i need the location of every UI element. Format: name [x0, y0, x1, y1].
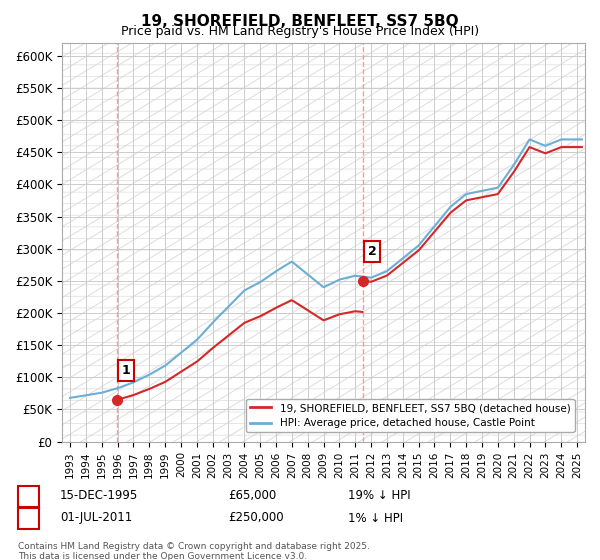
Text: 01-JUL-2011: 01-JUL-2011 [60, 511, 132, 525]
Text: £250,000: £250,000 [228, 511, 284, 525]
Text: 15-DEC-1995: 15-DEC-1995 [60, 489, 138, 502]
Text: 1: 1 [122, 364, 130, 377]
Text: 19, SHOREFIELD, BENFLEET, SS7 5BQ: 19, SHOREFIELD, BENFLEET, SS7 5BQ [141, 14, 459, 29]
Text: 2: 2 [368, 245, 377, 258]
Text: Contains HM Land Registry data © Crown copyright and database right 2025.
This d: Contains HM Land Registry data © Crown c… [18, 542, 370, 560]
Text: 2: 2 [25, 511, 33, 525]
Text: Price paid vs. HM Land Registry's House Price Index (HPI): Price paid vs. HM Land Registry's House … [121, 25, 479, 38]
Text: £65,000: £65,000 [228, 489, 276, 502]
Legend: 19, SHOREFIELD, BENFLEET, SS7 5BQ (detached house), HPI: Average price, detached: 19, SHOREFIELD, BENFLEET, SS7 5BQ (detac… [247, 399, 575, 432]
Text: 1% ↓ HPI: 1% ↓ HPI [348, 511, 403, 525]
Text: 19% ↓ HPI: 19% ↓ HPI [348, 489, 410, 502]
Text: 1: 1 [25, 489, 33, 502]
